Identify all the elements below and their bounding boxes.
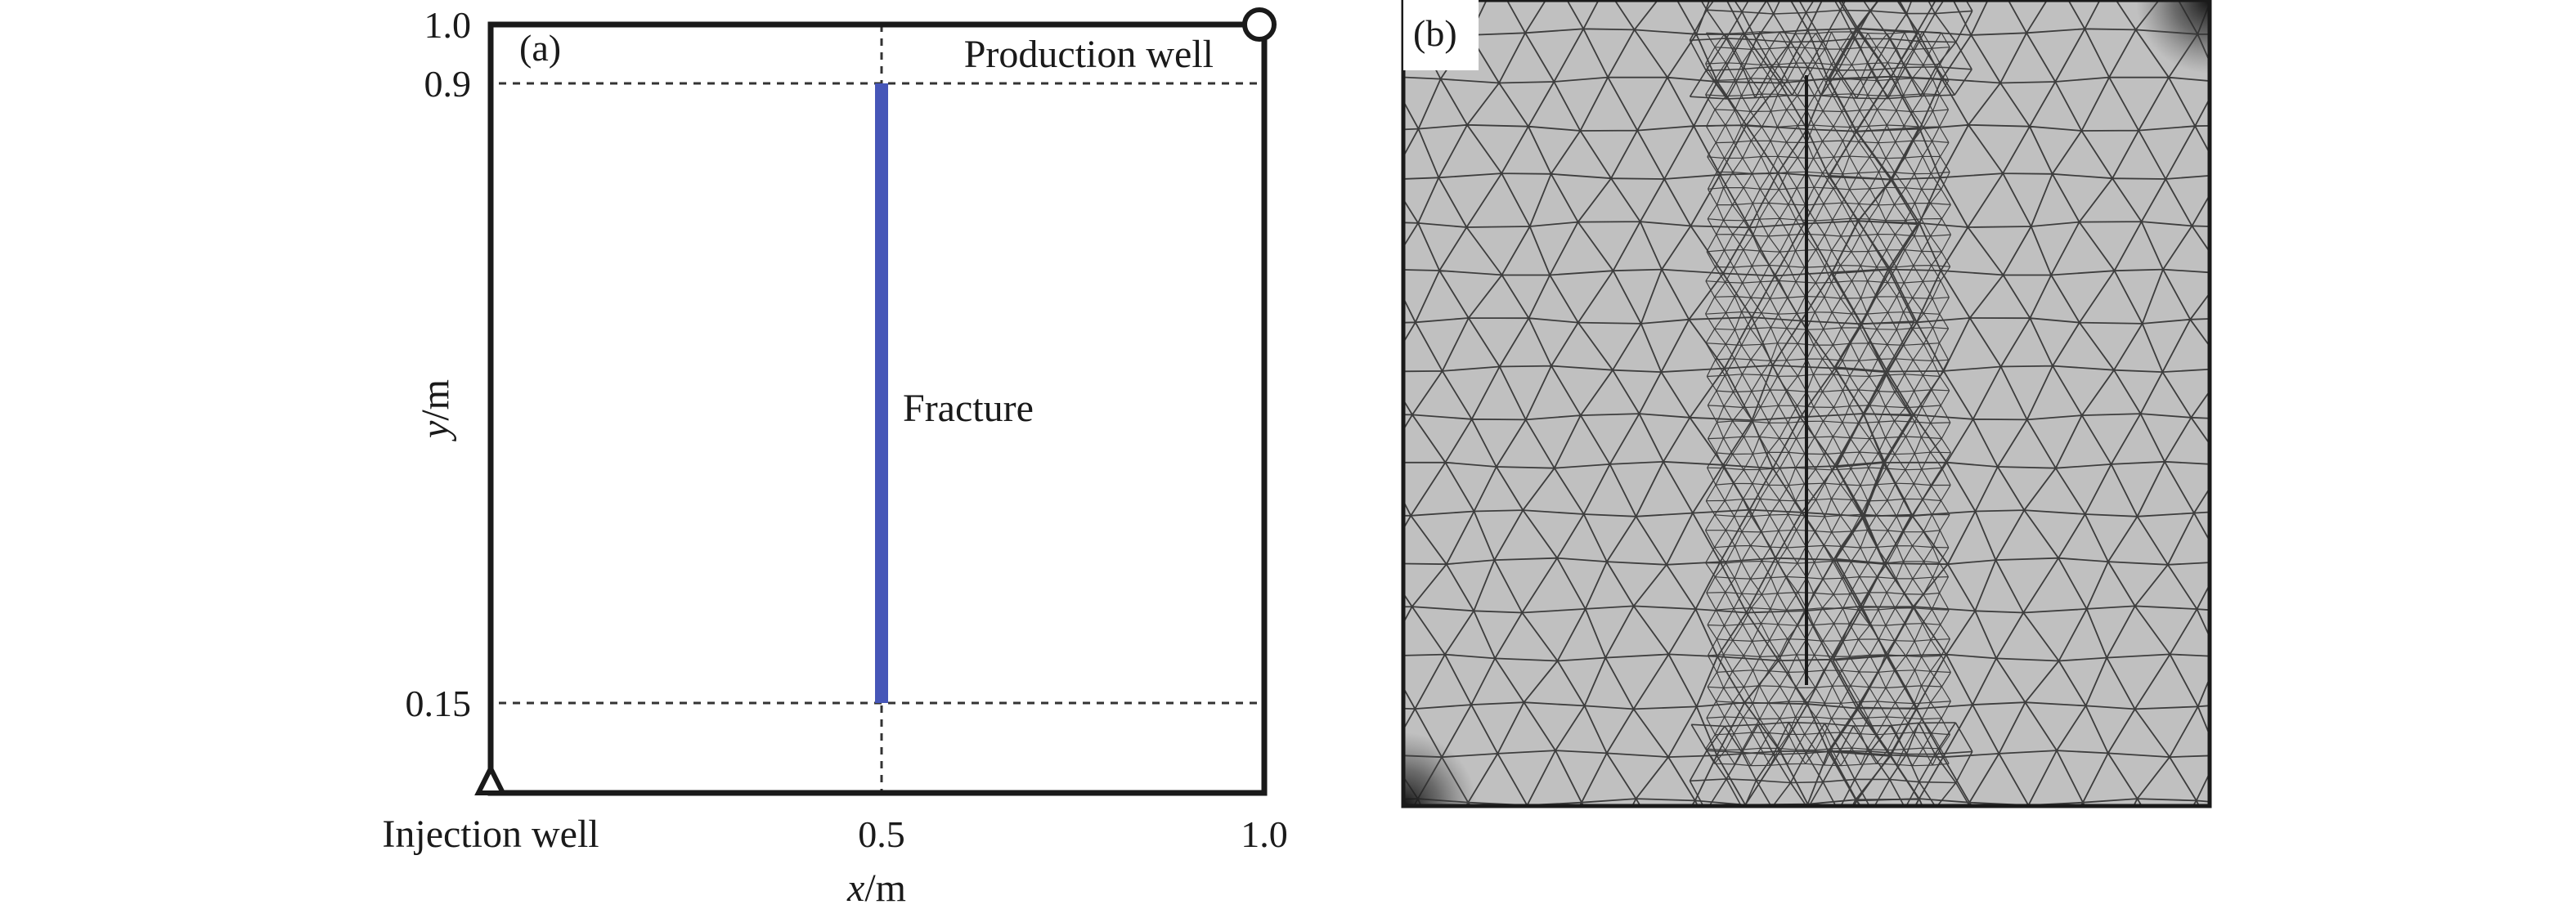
production-well-label: Production well: [964, 33, 1214, 76]
y-axis-var: y: [414, 420, 457, 442]
panel-a-tag: (a): [519, 27, 561, 69]
panel-a-schematic: (a) Production well Fracture Injection w…: [382, 4, 1287, 910]
mesh-boundary: [1401, 0, 2212, 808]
production-well-circle-icon: [1242, 7, 1277, 42]
panel-b-mesh: (b): [1401, 0, 2212, 808]
x-axis-var: x: [846, 867, 864, 910]
y-axis-unit: /m: [414, 379, 457, 421]
x-axis-label: x/m: [846, 867, 906, 910]
panel-b-tag: (b): [1413, 12, 1457, 54]
injection-well-label: Injection well: [382, 813, 599, 856]
triangular-mesh: [1403, 0, 2210, 806]
x-tick-0-5: 0.5: [858, 813, 905, 855]
mesh-edges: [1689, 721, 1973, 806]
y-tick-0-15: 0.15: [406, 683, 472, 724]
production-corner-refinement: [2136, 0, 2210, 74]
panel-b-tag-box: [1403, 0, 1479, 70]
y-tick-1-0: 1.0: [424, 4, 472, 46]
mesh-edges: [1403, 0, 1920, 806]
injection-corner-refinement: [1403, 732, 1477, 806]
fracture-label: Fracture: [903, 387, 1034, 430]
x-axis-unit: /m: [864, 867, 906, 910]
y-axis-label: y/m: [414, 379, 457, 442]
y-tick-0-9: 0.9: [424, 63, 472, 105]
mesh-edges: [1704, 31, 1952, 767]
injection-well-triangle-icon: [474, 763, 507, 795]
domain-boundary: [487, 21, 1268, 796]
x-tick-1-0: 1.0: [1241, 813, 1288, 855]
